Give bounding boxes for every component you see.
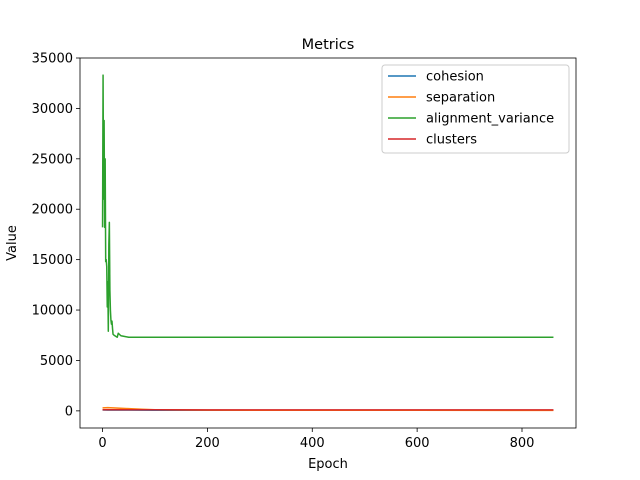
plot-frame	[79, 57, 577, 429]
series-lines	[101, 74, 554, 412]
legend-label-separation: separation	[426, 91, 495, 106]
y-tick-label: 5000	[40, 354, 73, 369]
x-tick-label: 0	[98, 436, 106, 451]
legend: cohesion separation alignment_varianceclus…	[381, 64, 570, 154]
y-axis: 0 5000 10000 15000 20000 25000 30000 35000	[32, 52, 80, 419]
x-axis-label: Epoch	[308, 457, 348, 472]
y-tick-label: 35000	[32, 52, 73, 67]
legend-box	[381, 64, 570, 154]
y-tick-label: 20000	[32, 203, 73, 218]
x-tick-label: 600	[405, 436, 430, 451]
x-tick-label: 400	[300, 436, 325, 451]
legend-label-alignment-variance: alignment_variance	[426, 112, 554, 127]
legend-label-clusters: clusters	[426, 133, 477, 148]
x-tick-label: 800	[510, 436, 535, 451]
y-tick-label: 30000	[32, 102, 73, 117]
chart-title: Metrics	[302, 37, 355, 53]
y-tick-label: 15000	[32, 253, 73, 268]
y-axis-label: Value	[5, 225, 20, 261]
series-line-alignment-variance	[101, 74, 554, 339]
y-tick-label: 0	[65, 404, 73, 419]
y-tick-label: 25000	[32, 152, 73, 167]
y-tick-label: 10000	[32, 304, 73, 319]
x-tick-label: 200	[195, 436, 220, 451]
legend-label-cohesion: cohesion	[426, 70, 484, 85]
x-axis: 0 200 400 600 800	[98, 428, 534, 451]
